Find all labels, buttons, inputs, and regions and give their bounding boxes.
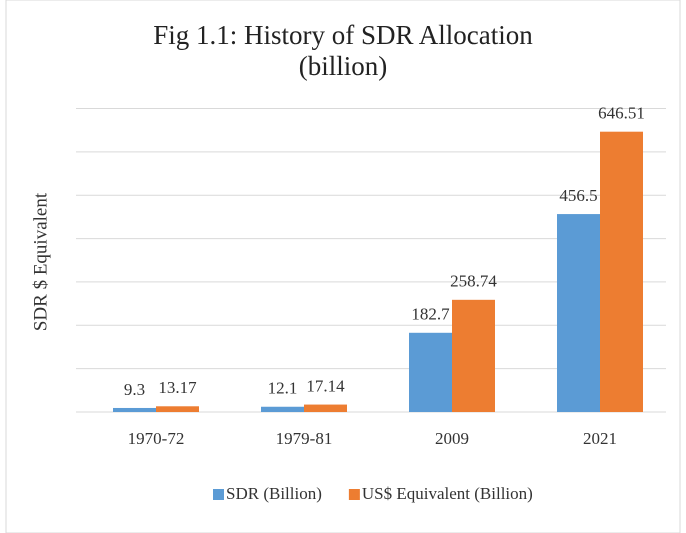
data-label: 646.51 <box>598 104 645 123</box>
chart-title: Fig 1.1: History of SDR Allocation (bill… <box>153 20 533 81</box>
x-tick-label: 2009 <box>435 429 469 448</box>
bar <box>113 407 156 412</box>
bar <box>156 406 199 412</box>
bar <box>409 332 452 412</box>
bar <box>557 214 600 412</box>
data-label: 258.74 <box>450 272 497 291</box>
bar <box>600 131 643 412</box>
x-tick-label: 2021 <box>583 429 617 448</box>
x-tick-label: 1979-81 <box>276 429 333 448</box>
data-label: 9.3 <box>124 380 145 399</box>
y-axis-label: SDR $ Equivalent <box>30 192 51 331</box>
data-label: 17.14 <box>306 376 345 395</box>
data-label: 12.1 <box>268 379 298 398</box>
data-label: 456.5 <box>559 186 597 205</box>
legend-label: US$ Equivalent (Billion) <box>362 484 533 503</box>
bar <box>261 406 304 412</box>
legend-swatch <box>348 489 360 500</box>
bar <box>304 404 347 412</box>
chart-border <box>5 0 681 533</box>
legend-label: SDR (Billion) <box>226 484 322 503</box>
data-label: 13.17 <box>158 378 197 397</box>
bar <box>452 299 495 412</box>
data-label: 182.7 <box>411 305 450 324</box>
x-tick-label: 1970-72 <box>128 429 185 448</box>
legend-swatch <box>213 489 224 500</box>
